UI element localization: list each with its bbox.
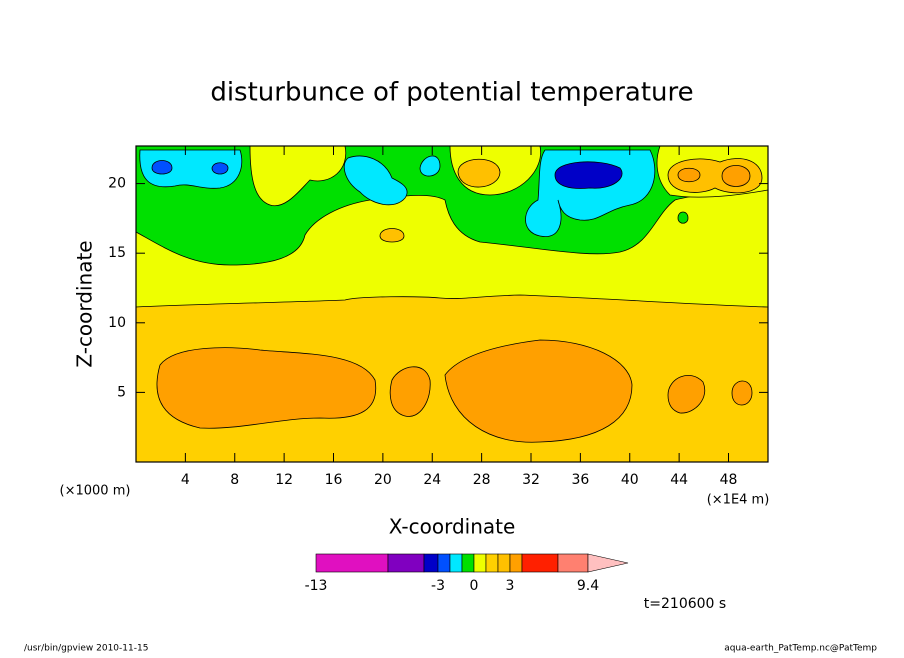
x-tick-label: 20 — [374, 472, 392, 488]
y-tick-label: 15 — [108, 245, 126, 261]
footer-right: aqua-earth_PatTemp.nc@PatTemp — [724, 644, 877, 654]
plot-frame — [135, 145, 769, 463]
x-tick-label: 4 — [181, 472, 190, 488]
y-tick-label: 5 — [117, 384, 126, 400]
colorbar-segment — [315, 553, 389, 573]
contour-region — [677, 167, 701, 183]
footer-left: /usr/bin/gpview 2010-11-15 — [24, 644, 148, 654]
y-tick-label: 20 — [108, 176, 126, 192]
x-tick-label: 40 — [621, 472, 639, 488]
x-tick-label: 48 — [720, 472, 738, 488]
y-axis-title: Z-coordinate — [73, 240, 97, 367]
y-tick-label: 10 — [108, 315, 126, 331]
colorbar-segment — [437, 553, 451, 573]
contour-region — [554, 161, 623, 189]
contour-region — [721, 165, 751, 187]
colorbar-segment — [485, 553, 499, 573]
colorbar-extension — [587, 553, 629, 573]
x-tick-label: 28 — [473, 472, 491, 488]
colorbar-segment — [387, 553, 425, 573]
contour-region — [211, 162, 229, 175]
contour-region — [419, 155, 441, 177]
x-tick-label: 12 — [275, 472, 293, 488]
contour-field — [135, 145, 769, 462]
contour-region — [343, 155, 408, 206]
colorbar-segment — [449, 553, 463, 573]
colorbar-segment — [521, 553, 559, 573]
colorbar-segment — [423, 553, 439, 573]
contour-region — [677, 211, 689, 224]
colorbar-label: -3 — [431, 578, 445, 594]
colorbar-segment — [497, 553, 511, 573]
contour-region — [249, 145, 347, 207]
x-tick-label: 36 — [571, 472, 589, 488]
colorbar-label: 3 — [506, 578, 515, 594]
contour-region — [151, 160, 173, 175]
colorbar: -13 -3 0 3 9.4 — [305, 553, 629, 594]
contour-region — [667, 375, 706, 414]
x-tick-label: 16 — [325, 472, 343, 488]
contour-region — [156, 347, 377, 429]
x-tick-label: 24 — [423, 472, 441, 488]
colorbar-label: 9.4 — [577, 578, 599, 594]
chart-title: disturbunce of potential temperature — [210, 78, 693, 108]
colorbar-label: -13 — [305, 578, 328, 594]
x-tick-label: 44 — [670, 472, 688, 488]
contour-region — [444, 339, 633, 443]
colorbar-segment — [473, 553, 487, 573]
x-unit-2: (×1E4 m) — [707, 493, 770, 508]
colorbar-label: 0 — [470, 578, 479, 594]
x-axis-title: X-coordinate — [389, 515, 516, 539]
x-tick-label: 8 — [230, 472, 239, 488]
x-tick-label: 32 — [522, 472, 540, 488]
time-label: t=210600 s — [644, 596, 726, 612]
contour-region — [389, 366, 431, 417]
colorbar-segment — [557, 553, 589, 573]
contour-region — [379, 228, 405, 243]
contour-region — [457, 158, 501, 188]
colorbar-segment — [461, 553, 475, 573]
colorbar-segment — [509, 553, 523, 573]
x-unit: (×1000 m) — [60, 484, 131, 499]
contour-region — [731, 380, 753, 406]
contour-region — [139, 149, 243, 189]
